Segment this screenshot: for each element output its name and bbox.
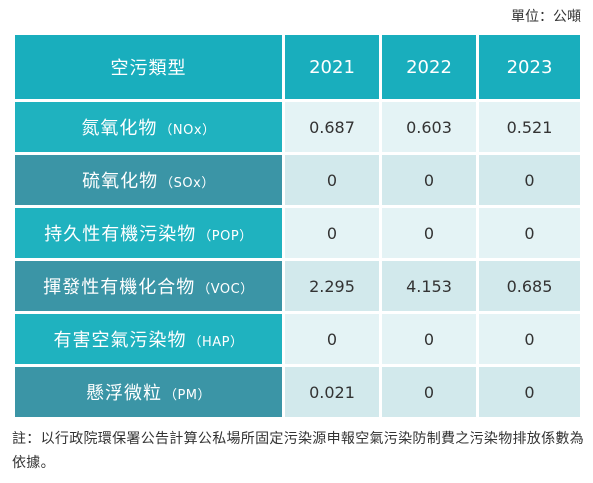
pollutant-abbr: （NOx） <box>159 123 216 138</box>
pollutant-name: 懸浮微粒 <box>85 383 162 404</box>
value-cell: 0 <box>285 208 379 258</box>
row-label: 有害空氣污染物 （HAP） <box>15 314 282 364</box>
row-label: 硫氧化物 （SOx） <box>15 155 282 205</box>
value-cell: 4.153 <box>382 261 476 311</box>
value-cell: 0.021 <box>285 367 379 417</box>
table-row: 氮氧化物 （NOx） 0.687 0.603 0.521 <box>15 102 580 152</box>
pollutant-abbr: （HAP） <box>188 335 244 350</box>
pollutant-abbr: （POP） <box>198 229 253 244</box>
table-body: 氮氧化物 （NOx） 0.687 0.603 0.521 硫氧化物 （SOx） 0 … <box>15 102 580 417</box>
pollutant-name: 氮氧化物 <box>81 118 158 139</box>
row-label: 揮發性有機化合物 （VOC） <box>15 261 282 311</box>
pollutant-abbr: （VOC） <box>197 282 254 297</box>
value-cell: 2.295 <box>285 261 379 311</box>
header-type: 空污類型 <box>15 35 282 99</box>
row-label: 氮氧化物 （NOx） <box>15 102 282 152</box>
header-row: 空污類型 2021 2022 2023 <box>15 35 580 99</box>
table-header: 空污類型 2021 2022 2023 <box>15 35 580 99</box>
footnote: 註：以行政院環保署公告計算公私場所固定污染源申報空氣污染防制費之污染物排放係數為… <box>12 431 584 471</box>
value-cell: 0.685 <box>479 261 580 311</box>
table-row: 持久性有機污染物 （POP） 0 0 0 <box>15 208 580 258</box>
pollutant-name: 硫氧化物 <box>82 171 159 192</box>
value-cell: 0 <box>382 367 476 417</box>
table-row: 揮發性有機化合物 （VOC） 2.295 4.153 0.685 <box>15 261 580 311</box>
pollutant-name: 持久性有機污染物 <box>44 224 197 245</box>
value-cell: 0 <box>479 155 580 205</box>
header-year-2021: 2021 <box>285 35 379 99</box>
pollutant-abbr: （SOx） <box>160 176 215 191</box>
pollutant-abbr: （PM） <box>163 388 212 403</box>
value-cell: 0 <box>285 155 379 205</box>
value-cell: 0.603 <box>382 102 476 152</box>
value-cell: 0 <box>479 367 580 417</box>
value-cell: 0.687 <box>285 102 379 152</box>
value-cell: 0 <box>382 314 476 364</box>
value-cell: 0 <box>479 208 580 258</box>
row-label: 持久性有機污染物 （POP） <box>15 208 282 258</box>
value-cell: 0.521 <box>479 102 580 152</box>
table-row: 有害空氣污染物 （HAP） 0 0 0 <box>15 314 580 364</box>
emissions-table: 空污類型 2021 2022 2023 氮氧化物 （NOx） 0.687 0.60… <box>12 32 583 420</box>
pollutant-name: 揮發性有機化合物 <box>43 277 196 298</box>
table-row: 懸浮微粒 （PM） 0.021 0 0 <box>15 367 580 417</box>
table-row: 硫氧化物 （SOx） 0 0 0 <box>15 155 580 205</box>
pollutant-name: 有害空氣污染物 <box>53 330 187 351</box>
value-cell: 0 <box>382 208 476 258</box>
value-cell: 0 <box>479 314 580 364</box>
value-cell: 0 <box>382 155 476 205</box>
header-year-2023: 2023 <box>479 35 580 99</box>
row-label: 懸浮微粒 （PM） <box>15 367 282 417</box>
unit-label: 單位：公噸 <box>511 9 581 25</box>
header-year-2022: 2022 <box>382 35 476 99</box>
value-cell: 0 <box>285 314 379 364</box>
